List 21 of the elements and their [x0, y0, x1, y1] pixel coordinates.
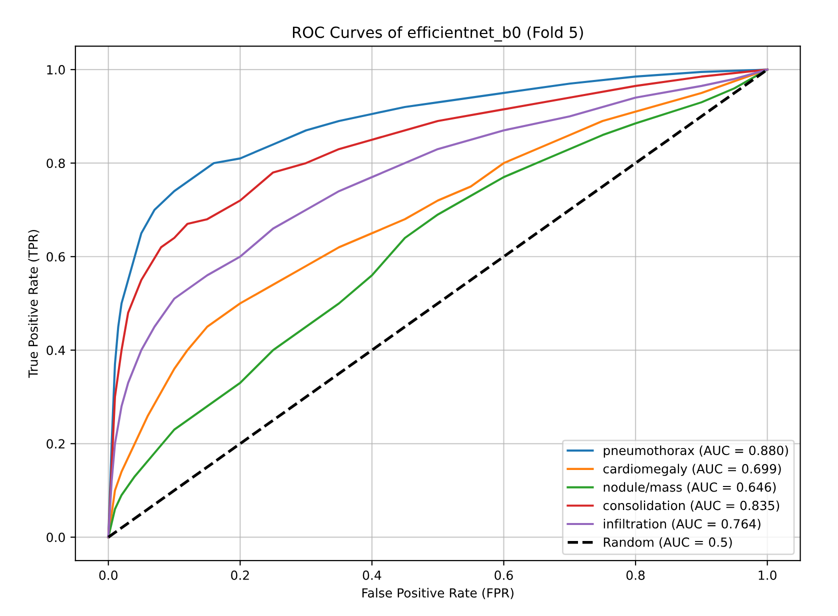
x-tick-label: 0.2 — [231, 570, 249, 580]
x-tick-label: 1.0 — [758, 570, 776, 580]
y-tick-label: 0.4 — [46, 346, 65, 356]
legend-label: cardiomegaly (AUC = 0.699) — [603, 464, 781, 476]
y-tick-label: 0.2 — [46, 439, 64, 449]
chart-title: ROC Curves of efficientnet_b0 (Fold 5) — [292, 26, 583, 42]
y-tick-label: 1.0 — [47, 65, 65, 75]
legend-label: nodule/mass (AUC = 0.646) — [604, 482, 776, 494]
legend-label: infiltration (AUC = 0.764) — [604, 518, 760, 530]
y-tick-label: 0.8 — [46, 158, 65, 168]
legend-label: consolidation (AUC = 0.835) — [603, 500, 780, 512]
x-axis-title: False Positive Rate (FPR) — [362, 588, 514, 600]
legend-label: pneumothorax (AUC = 0.880) — [604, 445, 788, 458]
x-tick-label: 0.6 — [494, 570, 513, 580]
y-axis-title: True Positive Rate (TPR) — [28, 230, 40, 378]
x-tick-label: 0.8 — [626, 570, 645, 580]
x-tick-label: 0.4 — [362, 570, 382, 580]
legend-label: Random (AUC = 0.5) — [604, 537, 732, 548]
y-tick-label: 0.0 — [46, 532, 65, 542]
x-tick-label: 0.0 — [99, 570, 118, 580]
y-tick-label: 0.6 — [46, 252, 65, 262]
